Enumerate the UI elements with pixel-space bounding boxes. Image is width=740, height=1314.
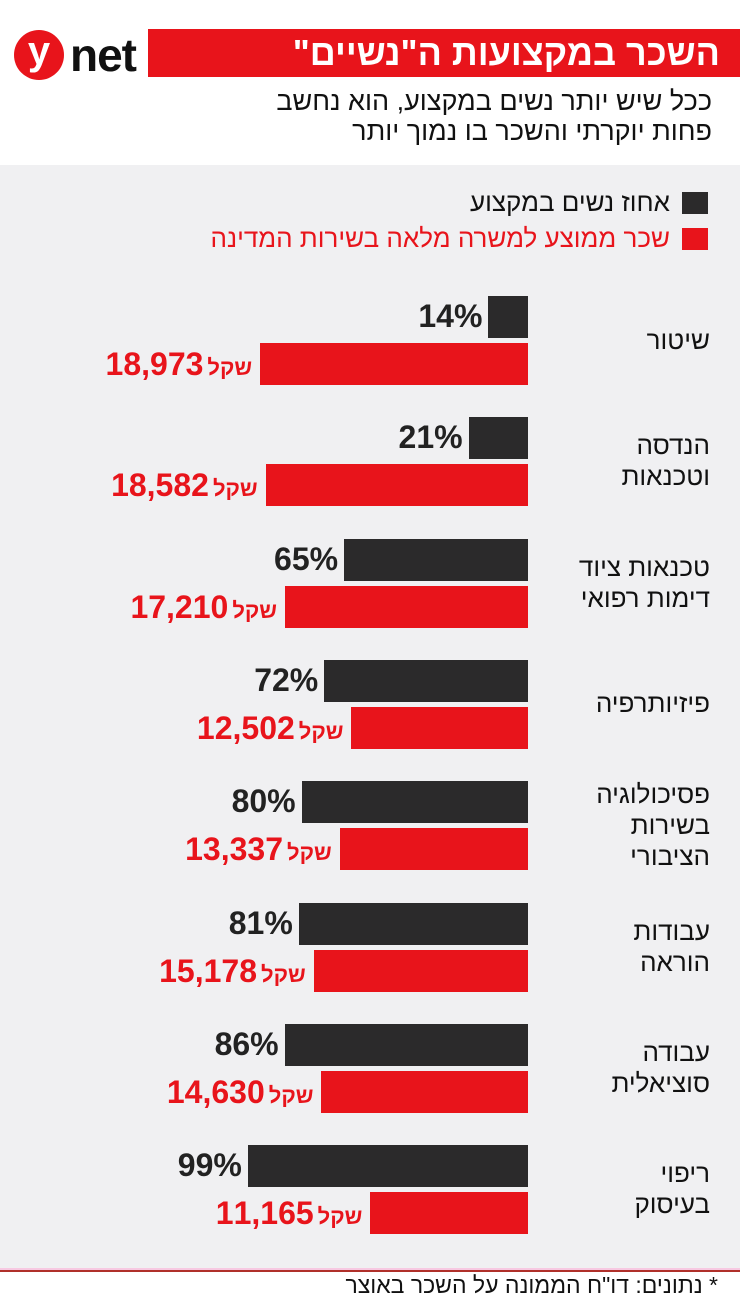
legend-swatch-red bbox=[682, 227, 708, 250]
label-salary: 18,582 שקל bbox=[111, 467, 258, 504]
currency-label: שקל bbox=[317, 1204, 363, 1230]
bar-women-pct bbox=[488, 296, 528, 338]
chart-subtitle: ככל שיש יותר נשים במקצוע, הוא נחשב פחות … bbox=[276, 86, 712, 146]
salary-value: 14,630 bbox=[166, 1073, 265, 1110]
salary-value: 13,337 bbox=[185, 831, 283, 868]
label-women-pct: 65% bbox=[274, 540, 339, 577]
bar-salary bbox=[313, 949, 528, 992]
currency-label: שקל bbox=[261, 961, 306, 987]
category-label: פיזיותרפיה bbox=[595, 688, 710, 719]
bar-salary bbox=[351, 706, 528, 749]
bar-women-pct bbox=[324, 659, 528, 702]
ynet-logo: y net bbox=[12, 28, 142, 84]
bar-salary bbox=[321, 1070, 528, 1113]
salary-value: 18,582 bbox=[111, 467, 209, 504]
label-salary: 18,973 שקל bbox=[106, 346, 253, 383]
bar-salary bbox=[339, 828, 528, 871]
salary-value: 12,502 bbox=[196, 709, 295, 746]
label-salary: 13,337 שקל bbox=[185, 831, 332, 868]
logo-y: y bbox=[14, 30, 64, 80]
category-label: עבודה סוציאלית bbox=[611, 1036, 710, 1098]
label-women-pct: 86% bbox=[214, 1025, 279, 1062]
legend-label: שכר ממוצע למשרה מלאה בשירות המדינה bbox=[210, 223, 670, 253]
currency-label: שקל bbox=[268, 1082, 314, 1108]
label-women-pct: 80% bbox=[231, 783, 296, 820]
currency-label: שקל bbox=[298, 718, 344, 744]
label-salary: 15,178 שקל bbox=[159, 953, 306, 990]
bar-women-pct bbox=[301, 781, 528, 824]
label-salary: 14,630 שקל bbox=[167, 1074, 314, 1111]
bar-salary bbox=[265, 464, 528, 507]
logo-net: net bbox=[70, 29, 137, 81]
divider bbox=[0, 1268, 740, 1272]
bar-salary bbox=[370, 1192, 528, 1235]
label-women-pct: 81% bbox=[228, 904, 293, 941]
label-women-pct: 99% bbox=[177, 1147, 242, 1184]
currency-label: שקל bbox=[212, 476, 258, 502]
salary-value: 11,165 bbox=[215, 1195, 314, 1232]
salary-value: 18,973 bbox=[105, 346, 204, 382]
currency-label: שקל bbox=[287, 840, 332, 866]
salary-value: 15,178 bbox=[159, 952, 257, 989]
bar-women-pct bbox=[468, 417, 528, 460]
legend-swatch-black bbox=[682, 191, 708, 214]
chart-title: השכר במקצועות ה"נשיים" bbox=[148, 29, 740, 77]
bar-women-pct bbox=[247, 1145, 528, 1188]
category-label: הנדסה וטכנאות bbox=[621, 430, 710, 492]
currency-label: שקל bbox=[207, 355, 253, 380]
legend-item-salary: שכר ממוצע למשרה מלאה בשירות המדינה bbox=[210, 223, 708, 254]
salary-value: 17,210 bbox=[130, 588, 229, 625]
category-label: ריפוי בעיסוק bbox=[634, 1158, 710, 1220]
bar-salary bbox=[284, 585, 528, 628]
legend-item-women-pct: אחוז נשים במקצוע bbox=[470, 187, 708, 218]
bar-women-pct bbox=[298, 902, 528, 945]
category-label: שיטור bbox=[646, 324, 710, 355]
label-salary: 11,165 שקל bbox=[216, 1195, 363, 1232]
currency-label: שקל bbox=[232, 597, 277, 623]
category-label: פסיכולוגיה בשירות הציבורי bbox=[596, 778, 710, 871]
bar-salary bbox=[260, 343, 528, 385]
label-women-pct: 14% bbox=[418, 298, 483, 334]
legend-label: אחוז נשים במקצוע bbox=[469, 187, 670, 217]
bar-women-pct bbox=[284, 1023, 528, 1066]
label-women-pct: 72% bbox=[254, 661, 319, 698]
label-salary: 12,502 שקל bbox=[197, 710, 344, 747]
source-note: * נתונים: דו"ח הממונה על השכר באוצר bbox=[345, 1272, 718, 1298]
label-women-pct: 21% bbox=[398, 419, 463, 456]
label-salary: 17,210 שקל bbox=[130, 589, 277, 626]
category-label: עבודות הוראה bbox=[633, 915, 710, 977]
category-label: טכנאות ציוד דימות רפואי bbox=[578, 551, 710, 613]
bar-women-pct bbox=[344, 538, 528, 581]
